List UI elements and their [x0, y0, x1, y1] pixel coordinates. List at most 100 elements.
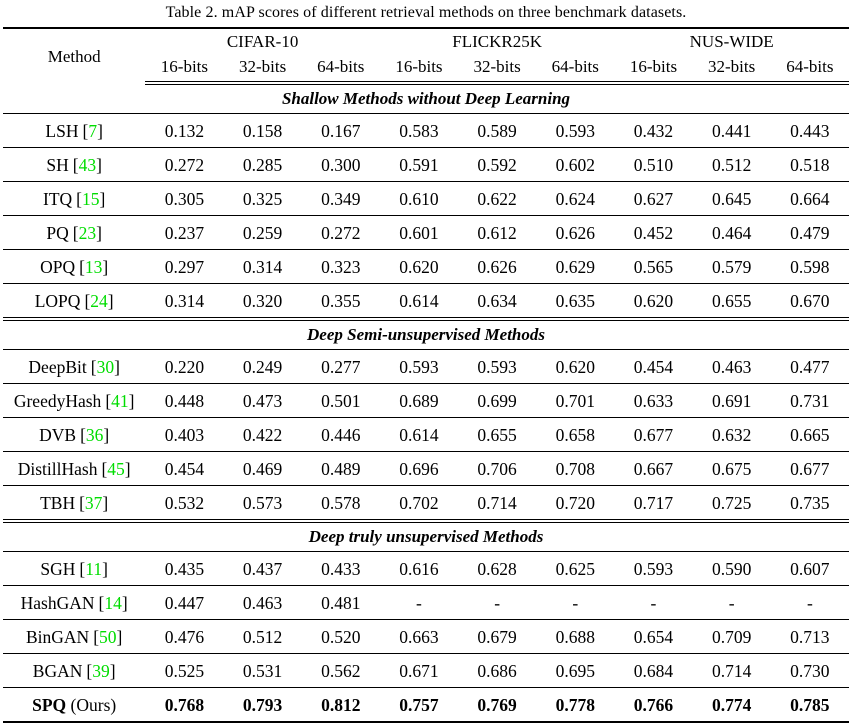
method-name: DistillHash — [17, 458, 98, 479]
citation-open-bracket: [ — [72, 154, 79, 175]
section-label: Deep Semi-unsupervised Methods — [3, 317, 849, 350]
citation-close-bracket: ] — [97, 120, 103, 141]
value-cell: 0.720 — [536, 485, 615, 523]
citation-close-bracket: ] — [102, 558, 108, 579]
method-cell: LOPQ [24] — [3, 283, 146, 321]
method-cell: HashGAN [14] — [3, 585, 146, 620]
table-row: LSH [7] 0.132 0.158 0.167 0.583 0.589 0.593 0.43… — [3, 113, 849, 148]
method-cell: ITQ [15] — [3, 181, 146, 216]
citation-link[interactable]: 11 — [85, 558, 103, 579]
citation-link[interactable]: 41 — [111, 390, 129, 411]
method-name: SH — [46, 154, 69, 175]
method-cell: LSH [7] — [3, 113, 146, 148]
value-cell: 0.589 — [458, 113, 537, 148]
citation-link[interactable]: 36 — [85, 424, 104, 445]
citation-link[interactable]: 39 — [92, 660, 110, 681]
value-cell: - — [536, 585, 615, 620]
citation-link[interactable]: 43 — [78, 154, 97, 175]
value-cell: 0.610 — [379, 181, 459, 216]
table-row: OPQ [13] 0.297 0.314 0.323 0.620 0.626 0.629 0.5… — [3, 249, 849, 284]
citation-link[interactable]: 7 — [88, 120, 98, 141]
citation-link[interactable]: 14 — [104, 592, 122, 613]
citation-link[interactable]: 45 — [107, 458, 125, 479]
value-cell: 0.620 — [614, 283, 693, 321]
value-cell: 0.622 — [458, 181, 537, 216]
citation-open-bracket: [ — [80, 424, 86, 445]
value-cell: 0.518 — [770, 147, 849, 182]
table-row: PQ [23] 0.237 0.259 0.272 0.601 0.612 0.626 0.45… — [3, 215, 849, 250]
col-header-cifar-32bits: 32-bits — [223, 54, 302, 85]
value-cell: 0.620 — [379, 249, 459, 284]
method-name: ITQ — [43, 188, 73, 209]
value-cell: 0.812 — [321, 694, 361, 715]
value-cell: 0.614 — [379, 283, 459, 321]
table-row: LOPQ [24] 0.314 0.320 0.355 0.614 0.634 0.635 0.… — [3, 283, 849, 321]
value-cell: 0.607 — [770, 551, 849, 586]
citation-open-bracket: [ — [105, 390, 112, 411]
value-cell: 0.757 — [399, 694, 439, 715]
method-name: TBH — [40, 492, 76, 513]
citation-close-bracket: ] — [107, 290, 114, 311]
value-cell: 0.626 — [458, 249, 537, 284]
method-name: PQ — [46, 222, 69, 243]
value-cell: 0.433 — [301, 551, 380, 586]
value-cell: 0.714 — [692, 653, 771, 688]
section-header-row: Shallow Methods without Deep Learning — [3, 83, 849, 114]
value-cell: 0.447 — [145, 585, 224, 620]
table-row: ITQ [15] 0.305 0.325 0.349 0.610 0.622 0.624 0.6… — [3, 181, 849, 216]
value-cell: 0.654 — [614, 619, 693, 654]
value-cell: 0.629 — [536, 249, 615, 284]
citation-link[interactable]: 37 — [84, 492, 103, 513]
value-cell: 0.708 — [536, 451, 615, 486]
method-cell: PQ [23] — [3, 215, 146, 250]
method-name: LOPQ — [34, 290, 81, 311]
value-cell: 0.158 — [223, 113, 302, 148]
value-cell: 0.663 — [379, 619, 459, 654]
citation-open-bracket: [ — [79, 256, 85, 277]
citation-open-bracket: [ — [84, 290, 91, 311]
value-cell: 0.349 — [301, 181, 380, 216]
citation-open-bracket: [ — [86, 660, 93, 681]
value-cell: 0.702 — [379, 485, 459, 523]
value-cell: 0.667 — [614, 451, 693, 486]
citation-link[interactable]: 24 — [90, 290, 108, 311]
citation-close-bracket: ] — [103, 424, 110, 445]
citation-link[interactable]: 15 — [81, 188, 100, 209]
citation-open-bracket: [ — [101, 458, 108, 479]
value-cell: 0.463 — [692, 349, 771, 384]
value-cell: 0.479 — [770, 215, 849, 250]
value-cell: 0.778 — [555, 694, 595, 715]
value-cell: 0.520 — [301, 619, 380, 654]
method-name: OPQ — [40, 256, 76, 277]
citation-open-bracket: [ — [90, 356, 97, 377]
value-cell: 0.325 — [223, 181, 302, 216]
citation-close-bracket: ] — [114, 356, 120, 377]
value-cell: 0.297 — [145, 249, 224, 284]
col-header-flickr-64bits: 64-bits — [536, 54, 615, 85]
value-cell: 0.300 — [301, 147, 380, 182]
section-label: Shallow Methods without Deep Learning — [3, 83, 849, 114]
citation-link[interactable]: 23 — [78, 222, 97, 243]
value-cell: 0.323 — [301, 249, 380, 284]
section-label: Deep truly unsupervised Methods — [3, 519, 849, 552]
value-cell: - — [379, 585, 459, 620]
value-cell: 0.454 — [145, 451, 224, 486]
method-name: GreedyHash — [13, 390, 102, 411]
value-cell: 0.679 — [458, 619, 537, 654]
citation-close-bracket: ] — [102, 256, 109, 277]
citation-link[interactable]: 13 — [84, 256, 103, 277]
value-cell: 0.593 — [536, 113, 615, 148]
value-cell: 0.709 — [692, 619, 771, 654]
method-name: BinGAN — [25, 626, 90, 647]
citation-link[interactable]: 50 — [99, 626, 117, 647]
citation-link[interactable]: 30 — [96, 356, 115, 377]
value-cell: 0.314 — [145, 283, 224, 321]
method-name: HashGAN — [20, 592, 95, 613]
table-row: SH [43] 0.272 0.285 0.300 0.591 0.592 0.602 0.51… — [3, 147, 849, 182]
table-row: SGH [11] 0.435 0.437 0.433 0.616 0.628 0.625 0.5… — [3, 551, 849, 586]
value-cell: 0.670 — [770, 283, 849, 321]
col-header-cifar-64bits: 64-bits — [301, 54, 380, 85]
value-cell: 0.565 — [614, 249, 693, 284]
value-cell: 0.671 — [379, 653, 459, 688]
citation-open-bracket: [ — [76, 188, 82, 209]
